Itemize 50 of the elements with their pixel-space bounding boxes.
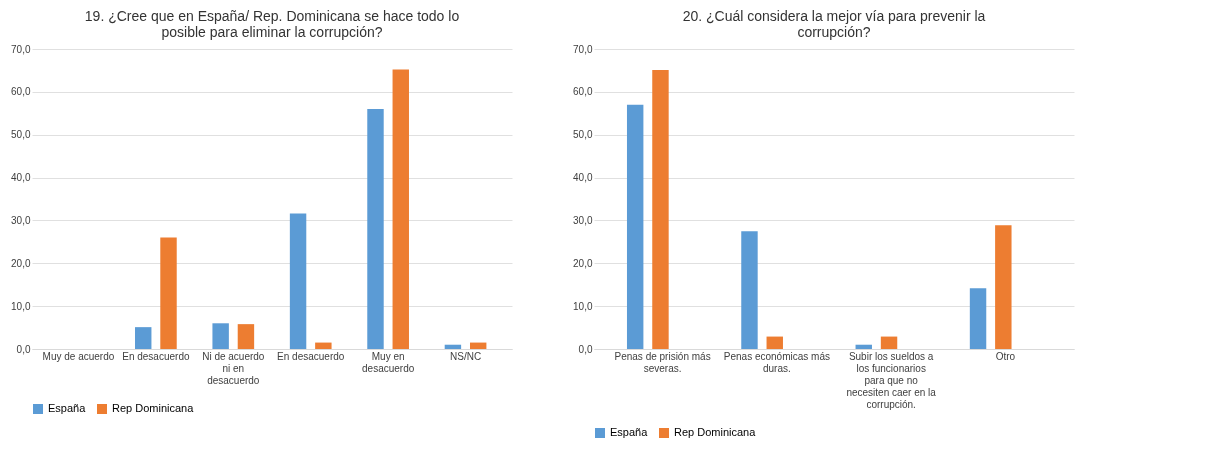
legend-label: Rep Dominicana <box>112 402 195 414</box>
bar <box>135 327 152 349</box>
bar <box>969 288 987 349</box>
bar <box>766 336 783 349</box>
chart-title: 20. ¿Cuál considera la mejor vía para prevenir la corrupción? <box>682 8 986 40</box>
legend-label: España <box>610 426 649 438</box>
x-tick-label: Otro <box>995 350 1016 362</box>
bar <box>160 237 177 349</box>
bar <box>444 344 462 349</box>
bar <box>880 336 898 349</box>
x-tick-label: Ni de acuerdo ni en desacuerdo <box>202 350 265 386</box>
bar <box>212 323 229 349</box>
x-tick-label: Muy en desacuerdo <box>362 350 415 374</box>
y-tick-label: 60,0 <box>11 86 31 98</box>
y-tick-label: 50,0 <box>11 129 31 141</box>
x-tick-label: Penas económicas más duras. <box>723 350 830 374</box>
x-tick-label: En desacuerdo <box>277 350 345 362</box>
y-tick-label: 70,0 <box>11 43 31 55</box>
bar <box>367 109 384 349</box>
x-tick-label: NS/NC <box>449 350 482 362</box>
bar <box>626 104 644 349</box>
x-tick-label: Muy de acuerdo <box>42 350 115 362</box>
bar <box>855 344 872 349</box>
bar <box>469 342 487 349</box>
bar <box>741 231 758 349</box>
y-tick-label: 10,0 <box>573 300 593 312</box>
x-tick-label: Subir los sueldos a los funcionarios para que no necesiten caer en la corrupción. <box>846 350 937 410</box>
y-tick-label: 20,0 <box>573 257 593 269</box>
bar <box>652 70 669 349</box>
bar <box>392 69 409 349</box>
chart-title: 19. ¿Cree que en España/ Rep. Dominicana se hace todo lo posible para eliminar la corrupción? <box>84 8 460 40</box>
x-tick-label: En desacuerdo <box>122 350 190 362</box>
y-tick-label: 40,0 <box>573 172 593 184</box>
y-tick-label: 0,0 <box>16 343 31 355</box>
legend-label: España <box>48 402 87 414</box>
y-tick-label: 40,0 <box>11 172 31 184</box>
x-tick-label: Penas de prisión más severas. <box>614 350 711 374</box>
y-tick-label: 0,0 <box>578 343 593 355</box>
bar <box>315 342 332 349</box>
y-tick-label: 70,0 <box>573 43 593 55</box>
y-tick-label: 30,0 <box>11 214 31 226</box>
bar <box>237 324 255 349</box>
y-tick-label: 10,0 <box>11 300 31 312</box>
legend-label: Rep Dominicana <box>674 426 757 438</box>
y-tick-label: 60,0 <box>573 86 593 98</box>
y-tick-label: 50,0 <box>573 129 593 141</box>
y-tick-label: 30,0 <box>573 214 593 226</box>
bar <box>289 213 307 349</box>
y-tick-label: 20,0 <box>11 257 31 269</box>
bar <box>995 225 1012 349</box>
